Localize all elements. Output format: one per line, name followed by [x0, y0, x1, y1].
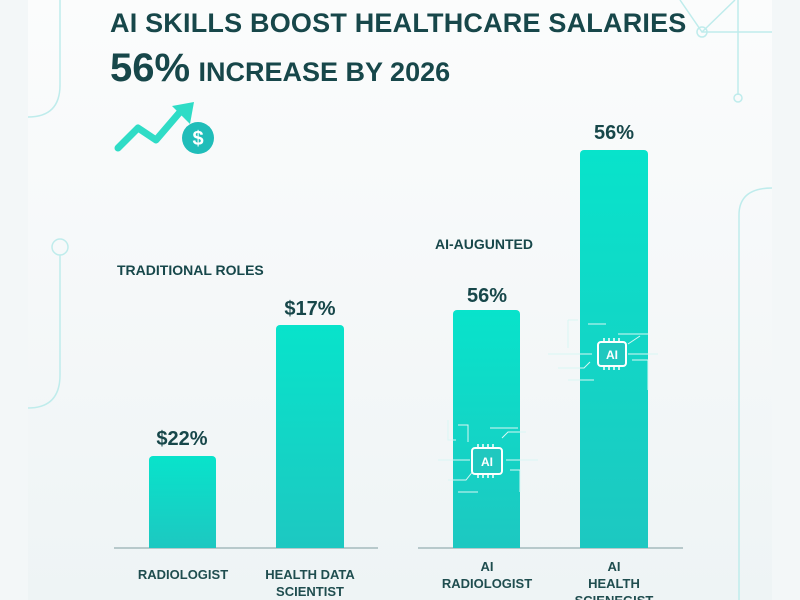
bar-radiologist [149, 456, 216, 548]
svg-text:AI: AI [481, 455, 493, 469]
svg-text:$: $ [192, 128, 203, 150]
svg-text:AI: AI [606, 348, 618, 362]
category-label-ai-radiologist: AI RADIOLOGIST [441, 559, 533, 591]
group-label-ai: AI-AUGUNTED [435, 236, 533, 252]
subtitle-text: INCREASE BY 2026 [198, 57, 451, 87]
dollar-coin-icon: $ [182, 122, 214, 154]
category-label-radiologist: RADIOLOGIST [137, 567, 229, 582]
chart-subtitle: 56% INCREASE BY 2026 [110, 46, 450, 91]
category-label-ai-health-scientist: AI HEALTH SCIENEGIST [575, 559, 654, 600]
trend-up-arrow-icon: $ [114, 102, 214, 154]
bar-health-data-scientist [276, 325, 344, 548]
ai-chip-icon: AI [438, 420, 538, 493]
bar-value-ai-radiologist: 56% [466, 285, 508, 307]
category-label-health-data-scientist: HEALTH DATA SCIENTIST [265, 567, 355, 599]
bar-ai-radiologist [453, 310, 520, 548]
highlight-percentage: 56% [110, 46, 191, 90]
bar-value-radiologist: $22% [156, 428, 208, 450]
chart-title: AI SKILLS BOOST HEALTHCARE SALARIES [110, 8, 687, 38]
axis-baseline-traditional [114, 547, 378, 549]
bar-value-ai-health-scientist: 56% [593, 122, 635, 144]
ai-chip-icon: AI [548, 319, 658, 390]
group-label-traditional: TRADITIONAL ROLES [117, 262, 264, 278]
axis-baseline-ai [418, 547, 683, 549]
bar-value-health-data-scientist: $17% [284, 298, 336, 320]
